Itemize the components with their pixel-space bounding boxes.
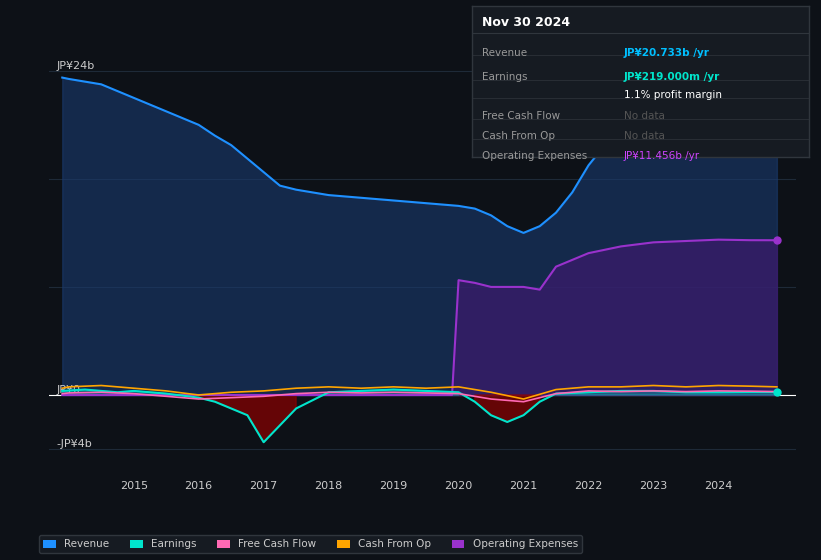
Text: JP¥11.456b /yr: JP¥11.456b /yr xyxy=(624,151,699,161)
Text: Operating Expenses: Operating Expenses xyxy=(482,151,587,161)
Text: -JP¥4b: -JP¥4b xyxy=(57,439,93,449)
Legend: Revenue, Earnings, Free Cash Flow, Cash From Op, Operating Expenses: Revenue, Earnings, Free Cash Flow, Cash … xyxy=(39,535,582,553)
Text: Nov 30 2024: Nov 30 2024 xyxy=(482,16,571,29)
Text: JP¥24b: JP¥24b xyxy=(57,61,95,71)
Text: Free Cash Flow: Free Cash Flow xyxy=(482,111,560,122)
Text: 1.1% profit margin: 1.1% profit margin xyxy=(624,90,722,100)
Text: No data: No data xyxy=(624,111,664,122)
Text: JP¥20.733b /yr: JP¥20.733b /yr xyxy=(624,48,709,58)
Text: Cash From Op: Cash From Op xyxy=(482,131,555,141)
Text: No data: No data xyxy=(624,131,664,141)
Text: Revenue: Revenue xyxy=(482,48,527,58)
Text: JP¥219.000m /yr: JP¥219.000m /yr xyxy=(624,72,720,82)
Text: JP¥0: JP¥0 xyxy=(57,385,80,395)
Text: Earnings: Earnings xyxy=(482,72,528,82)
